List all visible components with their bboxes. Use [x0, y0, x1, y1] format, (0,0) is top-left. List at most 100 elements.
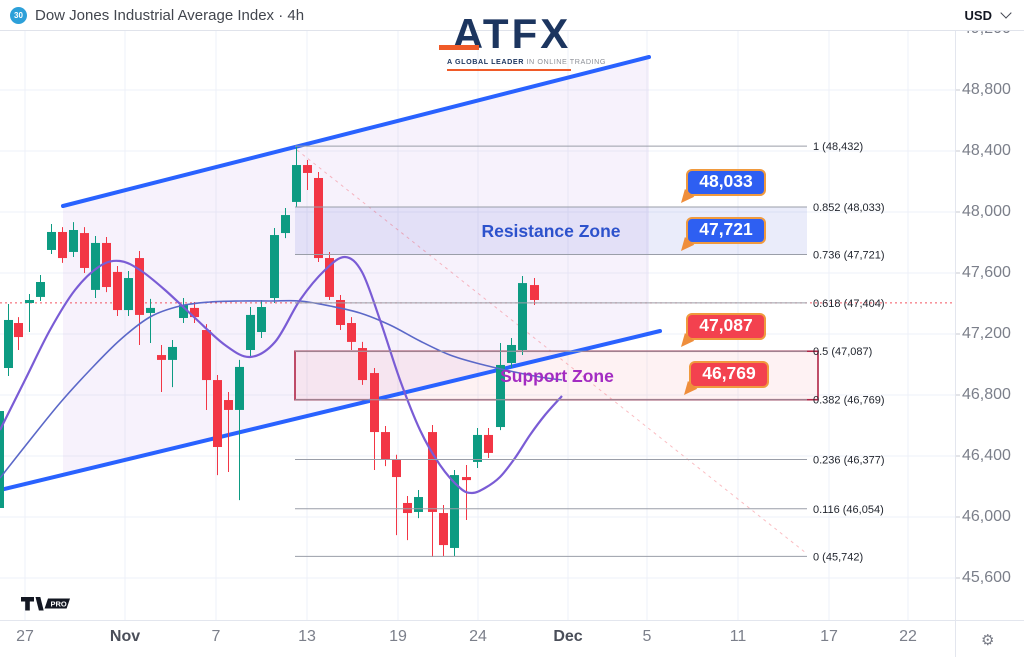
candle-down: [428, 432, 437, 512]
price-badge-47087[interactable]: 47,087: [681, 313, 766, 347]
candle-up: [518, 283, 527, 351]
time-axis-label: 19: [389, 628, 407, 645]
candle-up: [496, 364, 505, 428]
candle-up: [450, 475, 459, 548]
price-badge-46769[interactable]: 46,769: [684, 361, 769, 395]
price-badge-text: 46,769: [702, 363, 756, 383]
candle-down: [403, 502, 412, 514]
price-axis-label: 45,600: [962, 569, 1011, 586]
candle-up: [246, 314, 255, 351]
atfx-tagline-bold: A GLOBAL LEADER: [447, 57, 524, 66]
fib-level-label: 1 (48,432): [813, 141, 863, 153]
price-axis-label: 47,200: [962, 325, 1011, 342]
candle-down: [80, 233, 89, 268]
candle-down: [14, 323, 23, 338]
price-badge-text: 47,087: [699, 315, 753, 335]
candle-down: [102, 242, 111, 288]
candle-up: [168, 346, 177, 360]
candle-down: [530, 285, 539, 300]
price-badge-48033[interactable]: 48,033: [681, 169, 766, 203]
candle-up: [69, 229, 78, 252]
fib-level-label: 0.5 (47,087): [813, 346, 872, 358]
resistance-zone-label[interactable]: Resistance Zone: [481, 221, 621, 241]
candle-down: [202, 330, 211, 381]
chevron-down-icon: [1000, 7, 1012, 19]
fib-level-label: 0.736 (47,721): [813, 250, 885, 262]
time-axis-label: 17: [820, 628, 838, 645]
candle-up: [292, 165, 301, 202]
atfx-watermark: ATFX A GLOBAL LEADER IN ONLINE TRADING: [439, 12, 605, 71]
time-axis-label: 27: [16, 628, 34, 645]
candle-down: [484, 434, 493, 453]
tv-mark-v: [35, 597, 44, 611]
time-axis-label: 11: [729, 628, 747, 645]
fib-retracement[interactable]: 1 (48,432) 0.852 (48,033) 0.736 (47,721) 0.…: [295, 141, 885, 563]
pro-badge-text: PRO: [51, 600, 67, 609]
price-axis-label: 46,400: [962, 447, 1011, 464]
candle-up: [36, 281, 45, 297]
channel-upper-trendline[interactable]: [61, 55, 651, 208]
candle-up: [414, 497, 423, 512]
currency-label: USD: [964, 7, 992, 23]
candle-up: [4, 319, 13, 369]
atfx-tagline-rest: IN ONLINE TRADING: [526, 57, 607, 66]
atfx-underline: [447, 69, 571, 71]
time-axis-label: Dec: [553, 628, 583, 645]
candle-down: [347, 323, 356, 342]
candle-up: [91, 242, 100, 290]
candle-down: [314, 177, 323, 259]
time-axis-separator: [0, 620, 1024, 621]
candle-up: [235, 366, 244, 410]
price-axis-label: 46,000: [962, 508, 1011, 525]
price-axis-label: 48,800: [962, 81, 1011, 98]
pro-badge: [44, 598, 70, 609]
candle-down: [58, 231, 67, 259]
time-axis-label: 22: [899, 628, 917, 645]
candle-down: [370, 373, 379, 433]
time-axis-label: 7: [211, 628, 221, 645]
candle-down: [325, 258, 334, 297]
currency-selector[interactable]: USD: [964, 0, 1012, 30]
candle-up: [47, 231, 56, 250]
candle-down: [303, 165, 312, 173]
candle-up: [270, 235, 279, 299]
price-axis-label: 48,400: [962, 142, 1011, 159]
candle-down: [135, 258, 144, 315]
fib-level-label: 0.236 (46,377): [813, 455, 885, 467]
time-axis-label: 24: [469, 628, 487, 645]
fib-level-label: 0.116 (46,054): [813, 504, 884, 516]
support-zone-label[interactable]: Support Zone: [500, 366, 614, 386]
plot-area: [0, 30, 955, 620]
candle-down: [381, 432, 390, 460]
candle-up: [507, 344, 516, 363]
price-axis-label: 48,000: [962, 203, 1011, 220]
gear-icon[interactable]: ⚙: [981, 631, 995, 649]
candle-down: [190, 307, 199, 318]
time-axis-label: 5: [642, 628, 652, 645]
tradingview-logo[interactable]: PRO: [20, 595, 90, 617]
fib-level-label: 0 (45,742): [813, 551, 863, 563]
price-badge-text: 47,721: [699, 219, 753, 239]
candle-up: [124, 278, 133, 311]
price-axis-label: 47,600: [962, 264, 1011, 281]
candle-up: [473, 434, 482, 462]
fib-level-label: 0.382 (46,769): [813, 395, 885, 407]
price-badge-47721[interactable]: 47,721: [681, 217, 766, 251]
price-axis-label: 46,800: [962, 386, 1011, 403]
atfx-tagline: A GLOBAL LEADER IN ONLINE TRADING: [447, 57, 605, 66]
candle-down: [358, 348, 367, 381]
time-axis-label: Nov: [109, 628, 141, 645]
candle-down: [157, 355, 166, 360]
time-axis-label: 13: [298, 628, 316, 645]
symbol-title[interactable]: Dow Jones Industrial Average Index · 4h: [35, 6, 305, 24]
candle-up: [25, 299, 34, 304]
candle-down: [213, 380, 222, 448]
fib-level-label: 0.618 (47,404): [813, 298, 885, 310]
candle-down: [439, 513, 448, 546]
price-badge-text: 48,033: [699, 171, 753, 191]
candle-down: [224, 400, 233, 410]
candles-layer: [0, 146, 539, 557]
fib-level-label: 0.852 (48,033): [813, 202, 885, 214]
channel-lower-trendline[interactable]: [0, 329, 662, 492]
